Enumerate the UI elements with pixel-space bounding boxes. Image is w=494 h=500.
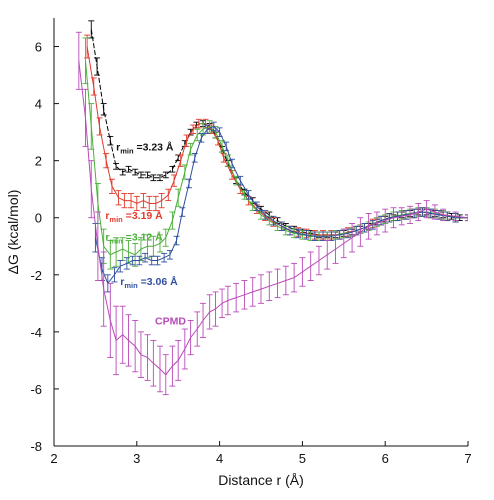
annotation-label: rmin =3.06 Å [120, 275, 178, 290]
y-tick-label: 6 [35, 40, 42, 55]
x-tick-label: 7 [464, 451, 471, 466]
annotation-label: CPMD [155, 316, 186, 328]
series-1 [84, 34, 468, 240]
annotation-text: r [105, 232, 109, 244]
y-tick-label: -2 [30, 268, 42, 283]
tick-layer: 2 3 4 5 6 7 -8 -6 -4 -2 0 2 4 6 [30, 40, 471, 466]
annotation-text: CPMD [155, 316, 186, 328]
axes [53, 18, 468, 447]
annotation-value: =3.19 Å [123, 209, 163, 222]
series-layer [75, 20, 468, 396]
annotation-subscript: min [124, 281, 138, 290]
y-tick-label: 0 [35, 211, 42, 226]
annotation-subscript: min [120, 147, 134, 156]
annotation-value: =3.23 Å [134, 141, 174, 154]
annotation-label: rmin =3.19 Å [105, 209, 163, 224]
annotation-value: =3.12 Å [123, 231, 163, 244]
annotation-text: r [120, 276, 124, 288]
series-3 [92, 121, 468, 293]
series-line [85, 60, 468, 256]
y-tick-label: 4 [35, 97, 42, 112]
annotation-text: r [105, 210, 109, 222]
annotation-label: rmin =3.23 Å [116, 141, 174, 156]
y-tick-label: 2 [35, 154, 42, 169]
series-line [90, 29, 468, 236]
x-tick-label: 6 [382, 451, 389, 466]
y-axis-label: ΔG (kcal/mol) [5, 190, 21, 275]
annotation-text: r [116, 142, 120, 154]
y-tick-label: -4 [30, 325, 42, 340]
y-tick-label: -8 [30, 439, 42, 454]
y-tick-label: -6 [30, 382, 42, 397]
x-tick-label: 5 [299, 451, 306, 466]
x-axis-label: Distance r (Å) [218, 472, 304, 488]
x-tick-label: 2 [50, 451, 57, 466]
annotation-value: =3.06 Å [138, 275, 178, 288]
annotation-label: rmin =3.12 Å [105, 231, 163, 246]
x-tick-label: 3 [133, 451, 140, 466]
annotation-subscript: min [109, 237, 123, 246]
series-4 [75, 31, 468, 396]
x-tick-label: 4 [216, 451, 223, 466]
series-0 [88, 20, 468, 239]
annotation-subscript: min [109, 215, 123, 224]
